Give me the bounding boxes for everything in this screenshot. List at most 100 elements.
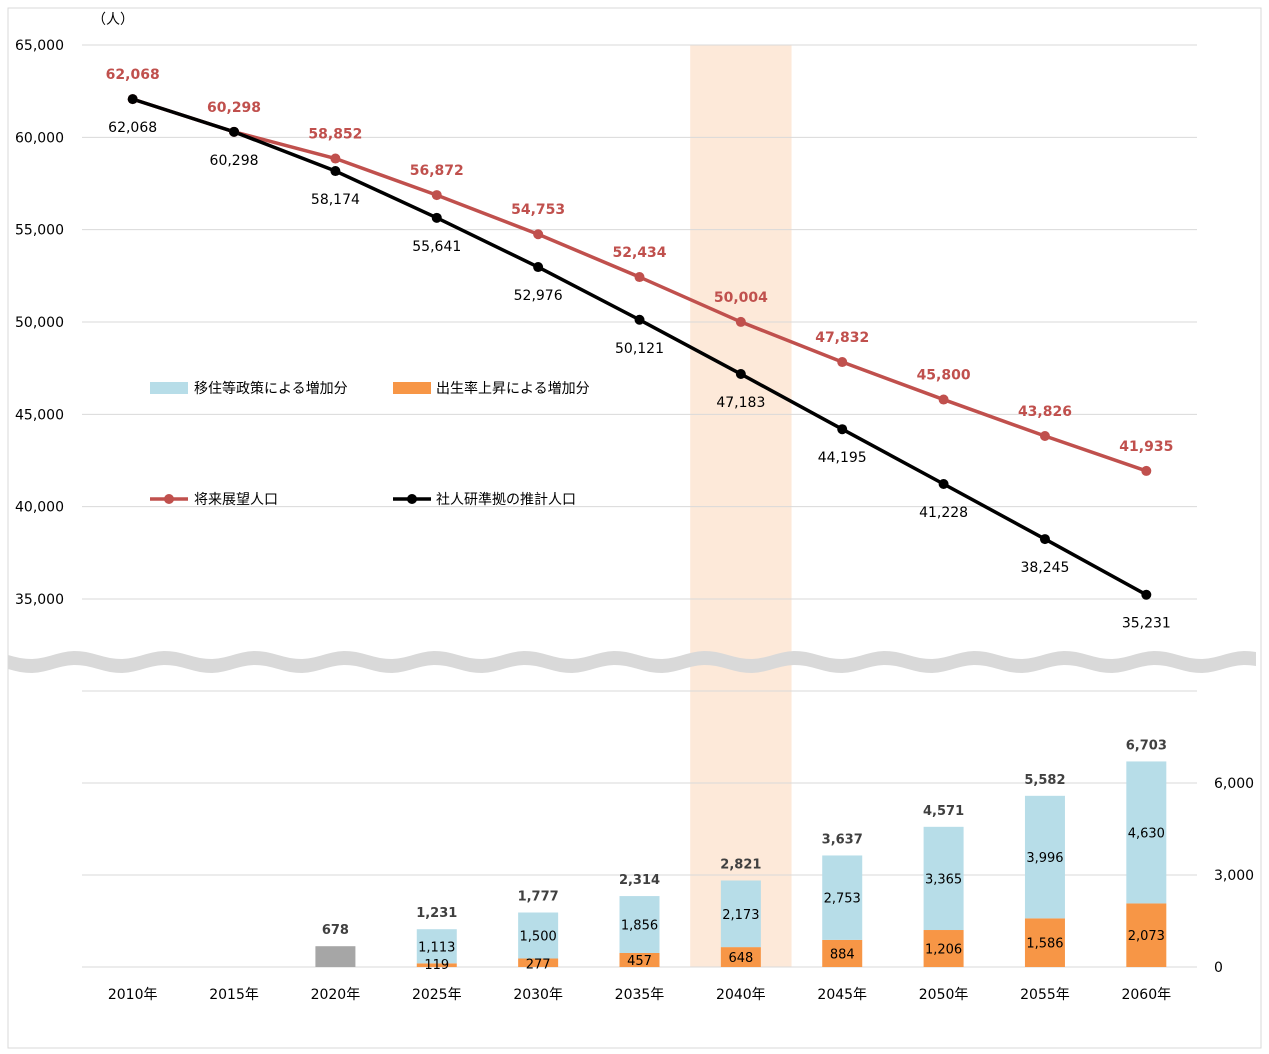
bar-migration-segment	[518, 912, 559, 959]
migration-value-label: 1,113	[418, 940, 455, 955]
birthrate-value-label: 884	[830, 947, 855, 962]
x-tick-label: 2030年	[513, 987, 563, 1003]
upper-y-tick-label: 35,000	[15, 592, 64, 608]
ipss-value-label: 58,174	[311, 192, 360, 208]
bar-birthrate-segment	[518, 958, 559, 967]
highlight-band-layer	[690, 45, 792, 967]
ipss-value-label: 60,298	[210, 153, 259, 169]
ipss-point	[533, 262, 544, 273]
birthrate-value-label: 277	[526, 958, 551, 973]
upper-y-tick-label: 60,000	[15, 130, 64, 146]
bar-total-label: 2,314	[619, 873, 660, 888]
bar-birthrate-segment	[1024, 918, 1065, 967]
lines-layer	[127, 94, 1152, 600]
bar-migration-segment	[1024, 795, 1065, 919]
ipss-point	[127, 94, 138, 105]
bar-birthrate-segment	[822, 939, 863, 967]
legend-label-migration: 移住等政策による増加分	[194, 380, 348, 397]
bar-actual-2020	[315, 946, 356, 967]
projection-value-label: 62,068	[106, 67, 160, 83]
bar-total-label: 1,777	[518, 890, 559, 905]
lower-y-tick-label: 3,000	[1214, 868, 1254, 884]
x-tick-label: 2040年	[716, 987, 766, 1003]
migration-value-label: 4,630	[1128, 826, 1165, 841]
x-tick-label: 2020年	[311, 987, 361, 1003]
legend-label-birthrate: 出生率上昇による増加分	[436, 380, 590, 397]
bar-migration-segment	[416, 929, 457, 964]
ipss-value-label: 47,183	[716, 395, 765, 411]
upper-y-tick-label: 65,000	[15, 38, 64, 54]
projection-point	[431, 190, 442, 201]
ipss-point	[229, 126, 240, 137]
ipss-value-label: 44,195	[818, 450, 867, 466]
projection-point	[735, 316, 746, 327]
axes-layer: （人） 35,000 40,000 45,000 50,000 55,000 60,000…	[15, 12, 1254, 1003]
ipss-value-label: 52,976	[514, 288, 563, 304]
ipss-value-label: 35,231	[1122, 616, 1171, 632]
bar-birthrate-segment	[1126, 903, 1167, 967]
projection-point	[330, 153, 341, 164]
projection-value-label: 52,434	[612, 245, 666, 261]
ipss-point	[735, 369, 746, 380]
projection-point	[837, 357, 848, 368]
projection-point	[1141, 465, 1152, 476]
bar-birthrate-segment	[619, 952, 660, 967]
bars-layer	[315, 761, 1167, 967]
migration-value-label: 1,856	[621, 919, 658, 934]
x-tick-label: 2060年	[1121, 987, 1171, 1003]
ipss-value-label: 50,121	[615, 341, 664, 357]
bar-migration-segment	[923, 826, 964, 931]
axis-break-layer	[8, 651, 1256, 673]
x-tick-label: 2010年	[108, 987, 158, 1003]
bar-migration-segment	[822, 855, 863, 940]
bar-migration-segment	[1126, 761, 1167, 904]
x-tick-label: 2055年	[1020, 987, 1070, 1003]
migration-value-label: 2,753	[824, 892, 861, 907]
ipss-point	[330, 166, 341, 177]
legend-label-projection: 将来展望人口	[194, 492, 278, 508]
bar-total-label: 2,821	[720, 857, 761, 872]
ipss-value-label: 38,245	[1020, 560, 1069, 576]
projection-value-label: 47,832	[815, 330, 869, 346]
highlight-band-2040	[690, 45, 792, 967]
bar-birthrate-segment	[720, 947, 761, 967]
legend-label-ipss: 社人研準拠の推計人口	[436, 492, 576, 508]
birthrate-value-label: 1,586	[1026, 937, 1063, 952]
chart-frame	[7, 7, 1262, 1049]
bar-total-label: 4,571	[923, 804, 964, 819]
upper-y-tick-label: 55,000	[15, 223, 64, 239]
birthrate-value-label: 457	[627, 954, 652, 969]
lower-y-tick-label: 6,000	[1214, 776, 1254, 792]
ipss-value-label: 55,641	[412, 239, 461, 255]
unit-label: （人）	[92, 12, 134, 28]
ipss-value-label: 62,068	[108, 120, 157, 136]
bar-migration-segment	[619, 896, 660, 953]
birthrate-value-label: 119	[424, 958, 449, 973]
x-tick-label: 2050年	[919, 987, 969, 1003]
ipss-point	[938, 478, 949, 489]
projection-point	[938, 394, 949, 405]
projection-value-label: 54,753	[511, 202, 565, 218]
projection-value-label: 50,004	[714, 290, 768, 306]
upper-y-tick-label: 45,000	[15, 407, 64, 423]
x-tick-label: 2025年	[412, 987, 462, 1003]
projection-value-label: 43,826	[1018, 404, 1072, 420]
axis-break-band	[8, 651, 1256, 673]
bar-total-label: 678	[322, 923, 349, 938]
projection-point	[634, 272, 645, 283]
birthrate-value-label: 1,206	[925, 943, 962, 958]
ipss-point	[634, 314, 645, 325]
projection-value-label: 45,800	[917, 368, 971, 384]
labels-layer: 119 1,113 277 1,500 457 1,856 648 2,173 884 2,753…	[106, 67, 1174, 973]
x-tick-label: 2045年	[817, 987, 867, 1003]
bar-birthrate-segment	[923, 930, 964, 967]
migration-value-label: 1,500	[520, 930, 557, 945]
birthrate-value-label: 2,073	[1128, 929, 1165, 944]
upper-y-tick-label: 40,000	[15, 500, 64, 516]
bar-total-label: 5,582	[1024, 773, 1065, 788]
bar-total-label: 1,231	[416, 906, 457, 921]
x-tick-label: 2015年	[209, 987, 259, 1003]
